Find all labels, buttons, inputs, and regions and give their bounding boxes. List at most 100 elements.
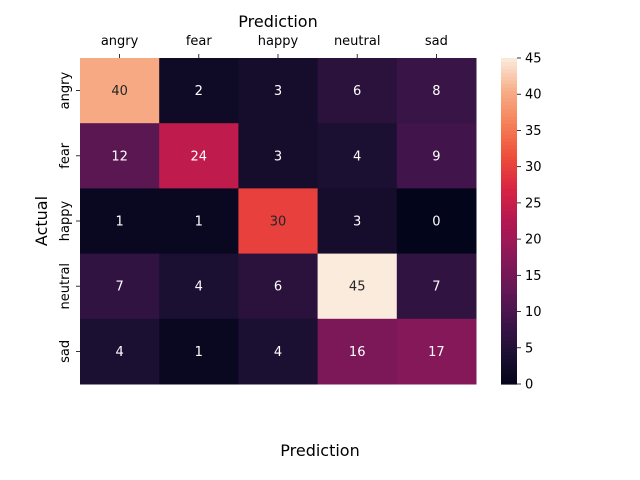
heatmap-cell: [396, 318, 477, 385]
colorbar-segment: [501, 148, 517, 153]
colorbar-segment: [501, 289, 517, 295]
colorbar-segment: [501, 293, 517, 298]
colorbar-segment: [501, 68, 517, 74]
cell-value-label: 0: [432, 215, 440, 230]
colorbar-tick-label: 0: [525, 378, 533, 393]
colorbar-segment: [501, 217, 517, 222]
x-tick-label: neutral: [334, 34, 381, 49]
cell-value-label: 24: [191, 149, 208, 164]
colorbar-tick-label: 15: [525, 269, 542, 284]
heatmap-cell: [159, 58, 239, 124]
cell-value-label: 17: [428, 345, 445, 360]
cell-value-label: 12: [111, 149, 128, 164]
cell-value-label: 1: [195, 345, 203, 360]
colorbar-segment: [501, 257, 517, 262]
colorbar-segment: [501, 336, 517, 342]
heatmap-cell: [317, 253, 398, 320]
colorbar-segment: [501, 365, 517, 371]
cell-value-label: 30: [270, 215, 287, 230]
y-axis-label: Actual: [32, 196, 51, 246]
heatmap-cells: [80, 58, 477, 385]
colorbar-segment: [501, 65, 517, 70]
cell-value-label: 7: [115, 280, 123, 295]
heatmap-cell: [238, 318, 319, 385]
heatmap-cell: [317, 188, 398, 255]
heatmap-cell: [80, 253, 160, 320]
colorbar-segment: [501, 228, 517, 233]
colorbar-segment: [501, 177, 517, 182]
colorbar-segment: [501, 199, 517, 204]
y-tick-label: fear: [58, 142, 73, 169]
heatmap-cell: [80, 123, 160, 189]
cell-value-label: 1: [115, 215, 123, 230]
cell-value-label: 1: [195, 215, 203, 230]
colorbar-segment: [501, 304, 517, 309]
colorbar-segment: [501, 362, 517, 367]
colorbar-segment: [501, 126, 517, 132]
colorbar-segment: [501, 79, 517, 84]
colorbar-segment: [501, 105, 517, 110]
colorbar-segment: [501, 358, 517, 363]
cell-value-label: 8: [432, 84, 440, 99]
colorbar-tick-label: 35: [525, 124, 542, 139]
colorbar-segment: [501, 202, 517, 208]
colorbar-segment: [501, 210, 517, 215]
cell-value-label: 16: [349, 345, 366, 360]
cell-value-label: 7: [432, 280, 440, 295]
colorbar-segment: [501, 188, 517, 193]
colorbar-segment: [501, 166, 517, 171]
cell-value-label: 9: [432, 149, 440, 164]
colorbar-segment: [501, 315, 517, 320]
colorbar-segment: [501, 101, 517, 106]
colorbar-segment: [501, 380, 517, 385]
colorbar-segment: [501, 159, 517, 164]
colorbar-segment: [501, 351, 517, 356]
colorbar-segment: [501, 231, 517, 237]
x-tick-label: fear: [186, 34, 213, 49]
colorbar-segment: [501, 373, 517, 378]
chart-title: Prediction: [238, 12, 317, 31]
colorbar-segment: [501, 340, 517, 345]
colorbar-segment: [501, 108, 517, 113]
colorbar-segment: [501, 275, 517, 280]
colorbar-segment: [501, 242, 517, 247]
colorbar-segment: [501, 376, 517, 381]
colorbar-segment: [501, 134, 517, 139]
colorbar-segment: [501, 141, 517, 146]
colorbar-tick-label: 10: [525, 305, 542, 320]
colorbar-segment: [501, 94, 517, 99]
colorbar-segment: [501, 83, 517, 88]
colorbar-segment: [501, 90, 517, 95]
heatmap-cell: [317, 58, 398, 124]
colorbar-segment: [501, 239, 517, 244]
colorbar-segment: [501, 347, 517, 352]
colorbar-segment: [501, 163, 517, 168]
colorbar-segment: [501, 264, 517, 269]
colorbar-segment: [501, 326, 517, 331]
colorbar-segment: [501, 282, 517, 287]
colorbar-segment: [501, 192, 517, 197]
colorbar-segment: [501, 123, 517, 128]
colorbar-tick-label: 30: [525, 160, 542, 175]
colorbar-segment: [501, 355, 517, 360]
colorbar-segment: [501, 286, 517, 291]
heatmap-cell: [159, 318, 239, 385]
colorbar-segment: [501, 235, 517, 240]
colorbar-segment: [501, 112, 517, 117]
colorbar-segment: [501, 155, 517, 161]
colorbar-segment: [501, 58, 517, 63]
cell-value-label: 3: [274, 149, 282, 164]
y-tick-label: happy: [58, 200, 73, 241]
heatmap-cell: [396, 188, 477, 255]
heatmap-cell: [396, 253, 477, 320]
cell-value-label: 3: [353, 215, 361, 230]
colorbar-tick-label: 5: [525, 341, 533, 356]
heatmap-cell: [317, 318, 398, 385]
y-tick-labels: angry fear happy neutral sad: [58, 72, 80, 363]
colorbar-segment: [501, 311, 517, 316]
heatmap-cell: [80, 318, 160, 385]
heatmap-cell: [238, 123, 319, 189]
x-tick-label: angry: [101, 34, 139, 49]
colorbar-segment: [501, 221, 517, 226]
